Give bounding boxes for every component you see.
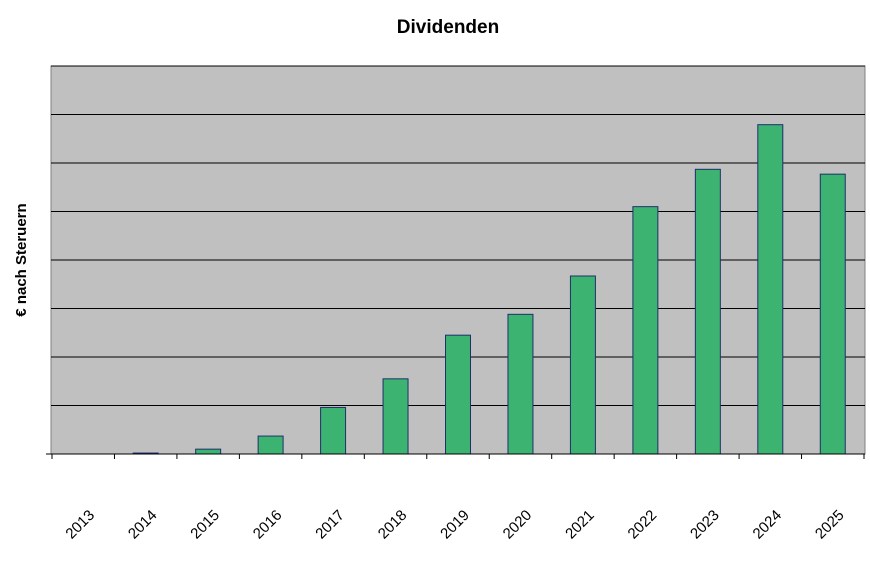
x-tick-label: 2013 <box>62 507 98 543</box>
chart-title: Dividenden <box>397 17 499 38</box>
y-axis-label: € nach Steruern <box>13 203 30 316</box>
x-tick-label: 2015 <box>187 507 223 543</box>
bar-2017 <box>320 406 347 455</box>
x-tick-label: 2017 <box>312 507 348 543</box>
x-tick-label: 2019 <box>437 507 473 543</box>
x-tick-label: 2023 <box>687 507 723 543</box>
bar-2020 <box>507 313 534 455</box>
x-axis <box>46 453 865 459</box>
x-tick-label: 2016 <box>250 507 286 543</box>
x-tick-labels: 2013 2014 2015 2016 2017 2018 2019 2020 2021 2022… <box>62 507 847 543</box>
bar-2022 <box>632 206 659 455</box>
bar-2016 <box>257 435 284 455</box>
bar-2025 <box>819 173 846 455</box>
x-tick-label: 2021 <box>562 507 598 543</box>
bar-2024 <box>757 124 784 455</box>
x-tick-label: 2025 <box>812 507 848 543</box>
x-tick-label: 2018 <box>375 507 411 543</box>
gridlines <box>51 65 865 406</box>
bar-2019 <box>445 334 471 455</box>
bar-2021 <box>569 275 596 455</box>
bar-2015 <box>195 448 222 455</box>
x-tick-label: 2022 <box>625 507 661 543</box>
bar-2023 <box>694 168 721 455</box>
bar-2018 <box>382 378 409 455</box>
x-tick-label: 2020 <box>500 507 536 543</box>
x-tick-label: 2014 <box>125 507 161 543</box>
x-tick-label: 2024 <box>750 507 786 543</box>
